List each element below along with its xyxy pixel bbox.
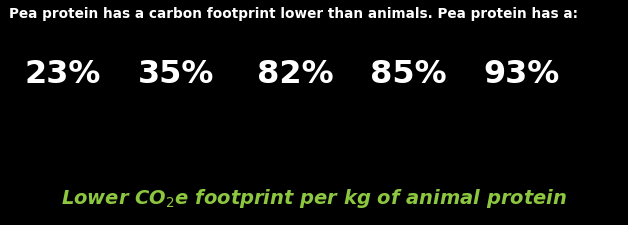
Text: Lower CO$_2$e footprint per kg of animal protein: Lower CO$_2$e footprint per kg of animal… [61, 186, 567, 209]
Text: 93%: 93% [483, 58, 560, 89]
Text: 🍼: 🍼 [393, 128, 423, 176]
Text: 🍗: 🍗 [48, 128, 78, 176]
Text: 85%: 85% [370, 58, 447, 89]
Text: 🐑: 🐑 [280, 128, 310, 176]
Text: Pea protein has a carbon footprint lower than animals. Pea protein has a:: Pea protein has a carbon footprint lower… [9, 7, 578, 21]
Text: 82%: 82% [257, 58, 333, 89]
Text: 🐄: 🐄 [506, 128, 536, 176]
Text: 🐖: 🐖 [161, 128, 191, 176]
Text: 23%: 23% [24, 58, 101, 89]
Text: 35%: 35% [138, 58, 214, 89]
